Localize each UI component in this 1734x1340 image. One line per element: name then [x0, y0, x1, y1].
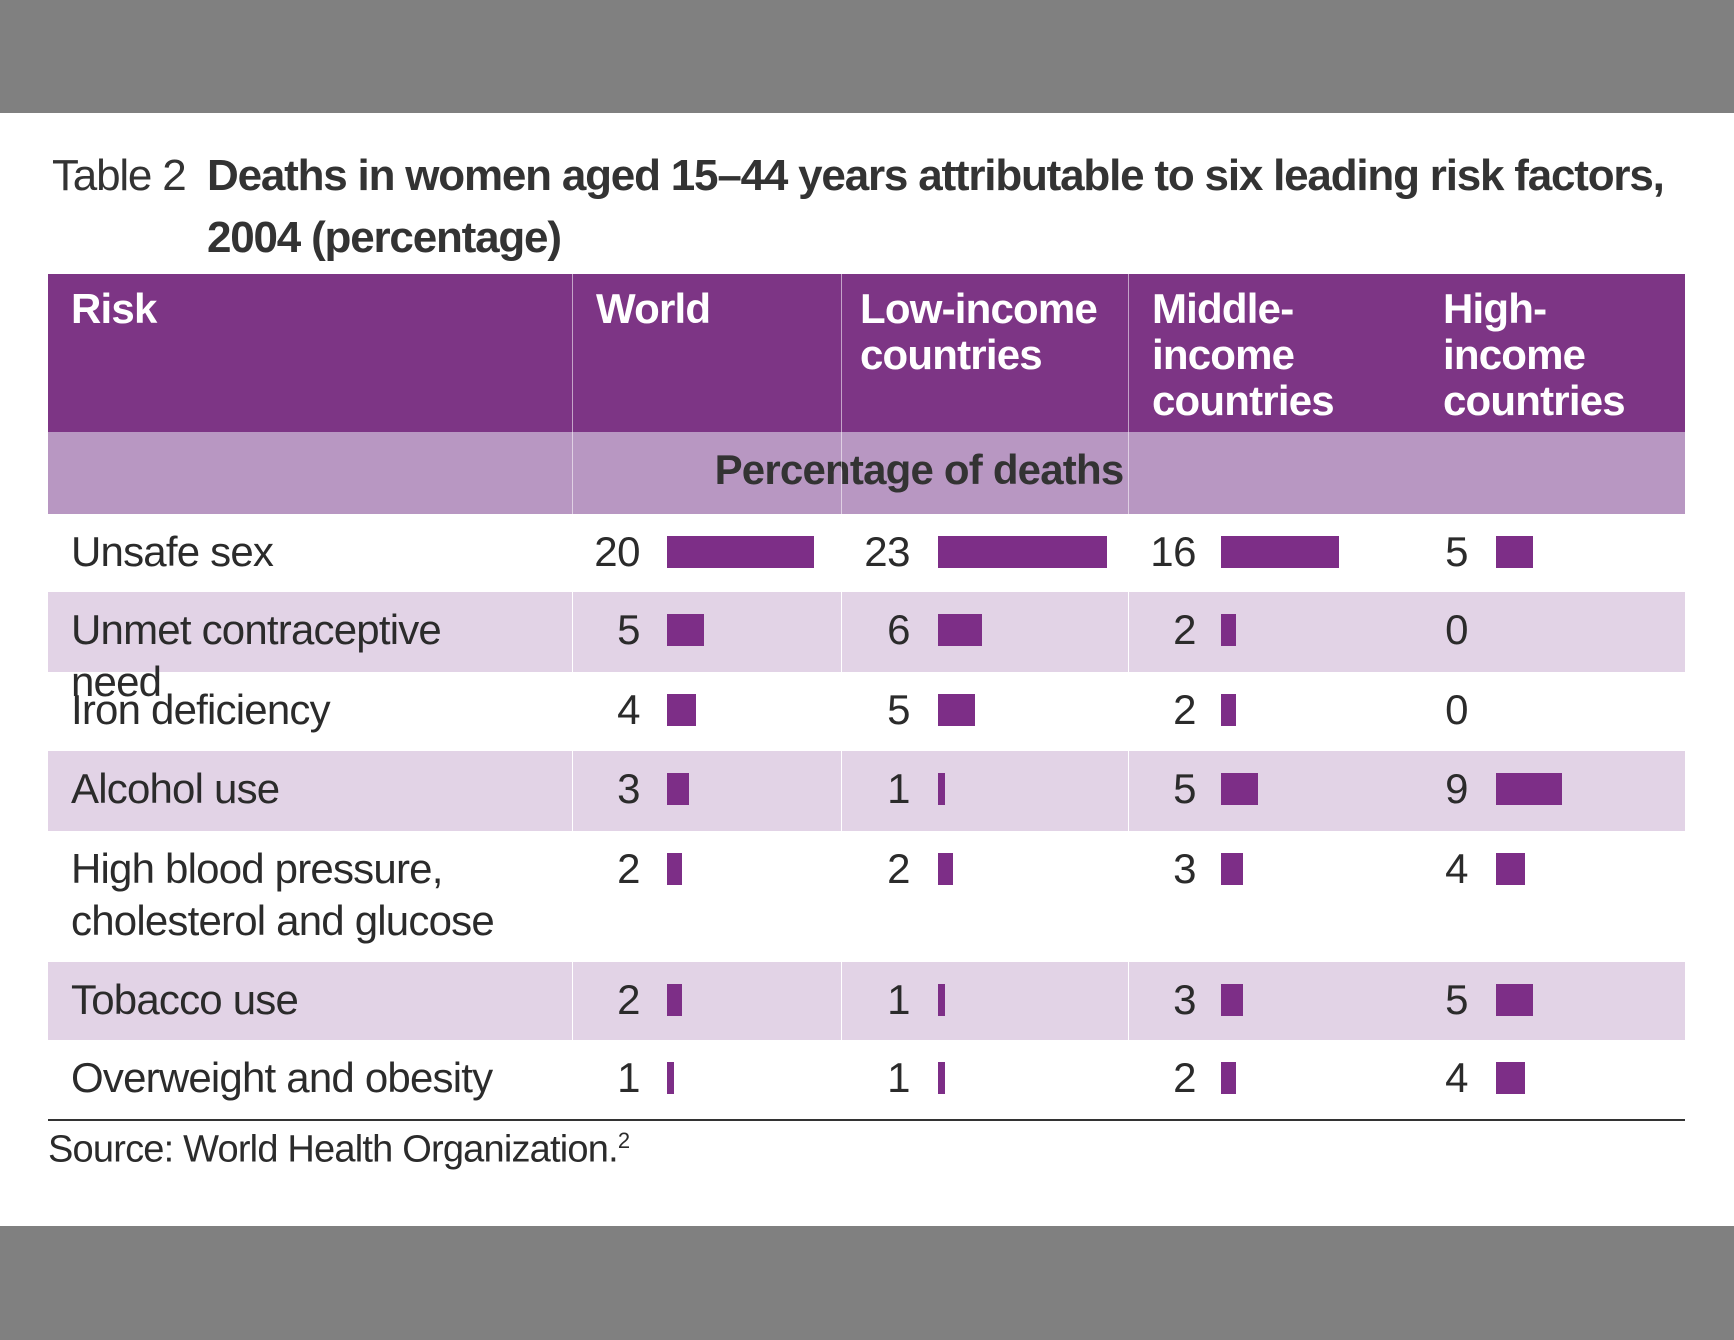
value-bar — [1221, 536, 1339, 568]
value-bar — [938, 1062, 945, 1094]
value-bar — [667, 536, 814, 568]
value-bar — [667, 694, 696, 726]
value-label: 2 — [887, 845, 910, 892]
value-label: 9 — [1445, 765, 1468, 812]
value-bar — [1496, 984, 1533, 1016]
value-label: 2 — [1173, 1054, 1196, 1101]
value-label: 16 — [1150, 528, 1196, 575]
value-bar — [1496, 853, 1525, 885]
value-bar — [1221, 773, 1258, 805]
value-label: 3 — [1173, 845, 1196, 892]
table-subheader — [48, 432, 1685, 514]
table-header — [48, 274, 1685, 432]
value-label: 4 — [1445, 845, 1468, 892]
value-bar — [938, 614, 982, 646]
value-label: 2 — [1173, 686, 1196, 733]
table-number: Table 2 — [52, 151, 187, 200]
table-figure: Table 2 Deaths in women aged 15–44 years… — [0, 113, 1734, 1226]
table-row: Alcohol use 3 1 5 9 — [48, 751, 1685, 831]
value-bar — [667, 773, 689, 805]
table-row: Unmet contraceptive need 5 6 2 0 — [48, 592, 1685, 705]
value-bar — [1221, 1062, 1236, 1094]
header-high-income: High-income countries — [1443, 285, 1626, 424]
value-label: 4 — [617, 686, 640, 733]
value-label: 5 — [617, 606, 640, 653]
value-bar — [938, 773, 945, 805]
value-bar — [938, 984, 945, 1016]
header-risk: Risk — [71, 285, 157, 332]
value-label: 2 — [617, 845, 640, 892]
table-bottom-rule — [48, 1119, 1685, 1121]
value-label: 23 — [864, 528, 910, 575]
cell-separator — [1128, 751, 1129, 831]
table-row: Tobacco use 2 1 3 5 — [48, 962, 1685, 1040]
value-bar — [938, 536, 1107, 568]
value-label: 6 — [887, 606, 910, 653]
table-caption: Deaths in women aged 15–44 years attribu… — [207, 151, 1665, 262]
cell-separator — [572, 751, 573, 831]
cell-separator — [572, 962, 573, 1040]
table-row: High blood pressure, cholesterol and glu… — [48, 831, 1685, 962]
value-label: 5 — [887, 686, 910, 733]
value-label: 5 — [1445, 528, 1468, 575]
header-column-separator — [841, 274, 842, 514]
header-column-separator — [1128, 274, 1129, 514]
cell-separator — [1128, 962, 1129, 1040]
cell-separator — [841, 592, 842, 672]
value-bar — [1221, 984, 1243, 1016]
header-world: World — [596, 285, 711, 332]
value-bar — [1496, 536, 1533, 568]
value-label: 1 — [887, 1054, 910, 1101]
value-bar — [938, 694, 975, 726]
cell-separator — [841, 962, 842, 1040]
value-label: 5 — [1173, 765, 1196, 812]
value-bar — [938, 853, 953, 885]
cell-separator — [1128, 592, 1129, 672]
subheader-percentage-of-deaths: Percentage of deaths — [714, 446, 1125, 493]
risk-label-unmet-contraceptive-need: Unmet contraceptive need — [71, 606, 442, 705]
risk-label-overweight-and-obesity: Overweight and obesity — [71, 1054, 493, 1101]
value-bar — [667, 853, 682, 885]
risk-label-alcohol-use: Alcohol use — [71, 765, 280, 812]
value-bar — [1221, 614, 1236, 646]
value-label: 0 — [1445, 686, 1468, 733]
value-label: 3 — [1173, 976, 1196, 1023]
value-label: 5 — [1445, 976, 1468, 1023]
source-reference: 2 — [617, 1128, 630, 1153]
risk-label-high-blood-pressure-cholesterol-and-glucose: High blood pressure, cholesterol and glu… — [71, 845, 495, 944]
value-bar — [1221, 694, 1236, 726]
value-label: 0 — [1445, 606, 1468, 653]
value-label: 3 — [617, 765, 640, 812]
value-label: 2 — [1173, 606, 1196, 653]
header-middle-income: Middle-income countries — [1152, 285, 1335, 424]
header-low-income: Low-income countries — [860, 285, 1098, 378]
risk-label-tobacco-use: Tobacco use — [71, 976, 299, 1023]
top-gray-band — [0, 0, 1734, 113]
table-row: Overweight and obesity 1 1 2 4 — [48, 1040, 1685, 1119]
source-note: Source: World Health Organization.2 — [48, 1128, 630, 1172]
value-label: 1 — [617, 1054, 640, 1101]
value-bar — [1496, 773, 1562, 805]
cell-separator — [841, 751, 842, 831]
value-label: 1 — [887, 976, 910, 1023]
value-label: 2 — [617, 976, 640, 1023]
source-text: Source: World Health Organization. — [48, 1128, 619, 1171]
value-bar — [667, 614, 704, 646]
value-bar — [667, 1062, 674, 1094]
value-bar — [667, 984, 682, 1016]
value-bar — [1496, 1062, 1525, 1094]
header-column-separator — [572, 274, 573, 514]
table-row: Iron deficiency 4 5 2 0 — [48, 672, 1685, 751]
value-label: 1 — [887, 765, 910, 812]
bottom-gray-band — [0, 1226, 1734, 1340]
risk-label-unsafe-sex: Unsafe sex — [71, 528, 274, 575]
table-row: Unsafe sex 20 23 16 5 — [48, 514, 1685, 592]
cell-separator — [572, 592, 573, 672]
value-label: 20 — [594, 528, 640, 575]
risk-label-iron-deficiency: Iron deficiency — [71, 686, 331, 733]
value-bar — [1221, 853, 1243, 885]
value-label: 4 — [1445, 1054, 1468, 1101]
